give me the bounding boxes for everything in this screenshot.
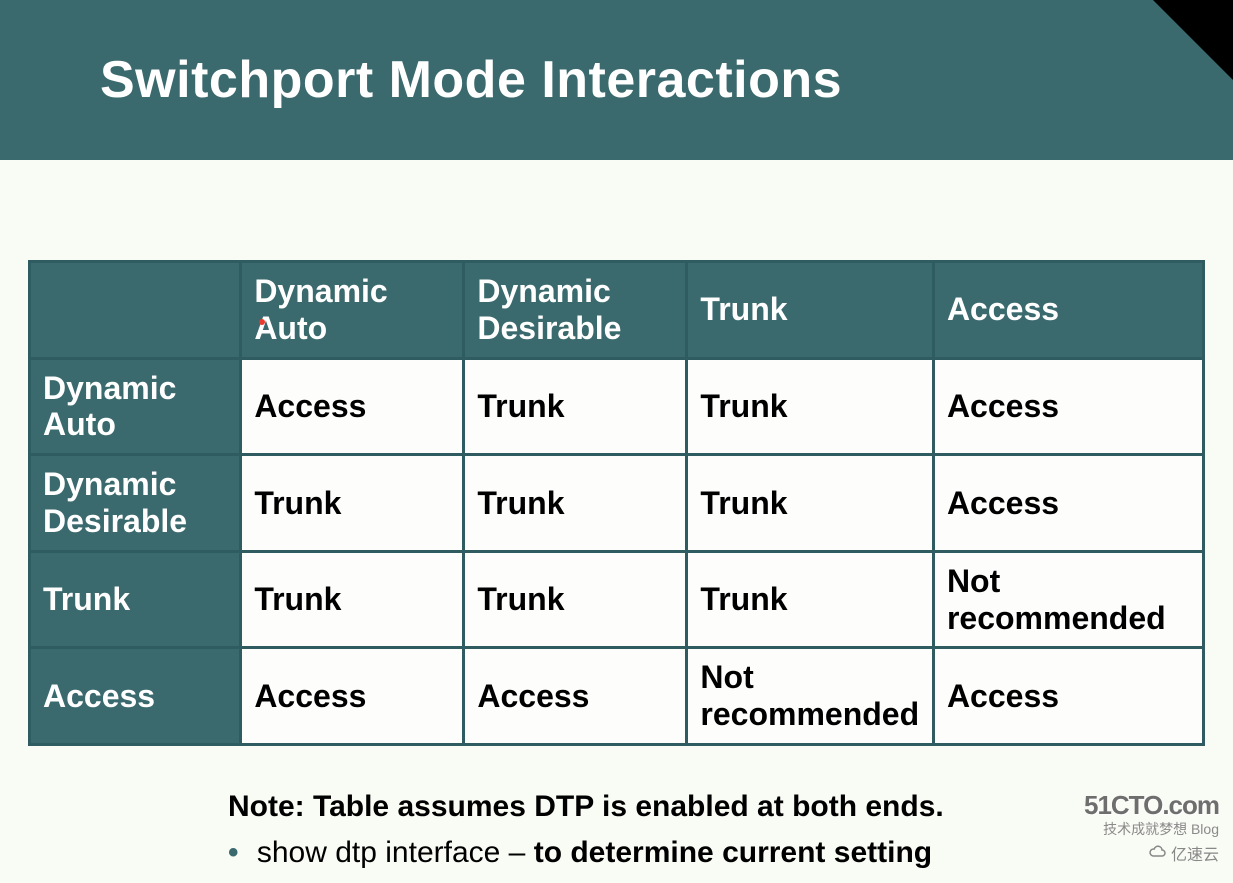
- row-header-trunk: Trunk: [30, 551, 241, 648]
- table-row: DynamicDesirableDynamic Desirable Trunk …: [30, 455, 1204, 552]
- table-header-row: Dynamic Auto DynamicAuto DynamicDesirabl…: [30, 262, 1204, 359]
- table-row: Trunk Trunk Trunk Trunk NotrecommendedNo…: [30, 551, 1204, 648]
- table-cell: Access: [241, 358, 464, 455]
- table-row: Access Access Access NotrecommendedNot r…: [30, 648, 1204, 745]
- bullet-line: • show dtp interface – to determine curr…: [228, 832, 1205, 874]
- notes-block: Note: Table assumes DTP is enabled at bo…: [228, 786, 1205, 874]
- col-header-trunk: Trunk: [687, 262, 934, 359]
- watermark-line1: 51CTO.com: [1084, 790, 1219, 821]
- table-cell: Trunk: [687, 551, 934, 648]
- col-header-access: Access: [933, 262, 1203, 359]
- table-header-blank: [30, 262, 241, 359]
- table-cell: Access: [933, 648, 1203, 745]
- table-cell: Access: [933, 455, 1203, 552]
- table-row: DynamicAutoDynamic Auto Access Trunk Tru…: [30, 358, 1204, 455]
- table-cell: Trunk: [464, 551, 687, 648]
- table-cell: NotrecommendedNot recommended: [687, 648, 934, 745]
- title-bar: Switchport Mode Interactions: [0, 0, 1233, 160]
- pointer-dot-icon: [259, 319, 265, 325]
- bullet-description: to determine current setting: [534, 836, 932, 869]
- col-header-dynamic-desirable: DynamicDesirableDynamic Desirable: [464, 262, 687, 359]
- table-cell: Trunk: [464, 455, 687, 552]
- bullet-separator: –: [500, 836, 533, 869]
- table-cell: Access: [933, 358, 1203, 455]
- table-cell: Trunk: [241, 551, 464, 648]
- watermark-line3: 亿速云: [1084, 841, 1219, 865]
- table-cell: NotrecommendedNot recommended: [933, 551, 1203, 648]
- table-cell: Access: [464, 648, 687, 745]
- cloud-icon: [1147, 844, 1167, 863]
- row-header-access: Access: [30, 648, 241, 745]
- table-cell: Trunk: [687, 358, 934, 455]
- switchport-mode-table: Dynamic Auto DynamicAuto DynamicDesirabl…: [28, 260, 1205, 746]
- table-cell: Access: [241, 648, 464, 745]
- bullet-dot-icon: •: [228, 836, 239, 869]
- note-line: Note: Table assumes DTP is enabled at bo…: [228, 786, 1205, 828]
- watermark-line2: 技术成就梦想 Blog: [1084, 819, 1219, 839]
- watermark-line3-text: 亿速云: [1171, 841, 1219, 865]
- watermark: 51CTO.com 技术成就梦想 Blog 亿速云: [1084, 790, 1219, 865]
- bullet-command: show dtp interface: [257, 836, 500, 869]
- slide-title: Switchport Mode Interactions: [100, 50, 842, 110]
- table-cell: Trunk: [241, 455, 464, 552]
- corner-triangle: [1153, 0, 1233, 80]
- row-header-dynamic-auto: DynamicAutoDynamic Auto: [30, 358, 241, 455]
- content-area: Dynamic Auto DynamicAuto DynamicDesirabl…: [0, 160, 1233, 874]
- table-cell: Trunk: [464, 358, 687, 455]
- col-header-dynamic-auto: Dynamic Auto DynamicAuto: [241, 262, 464, 359]
- row-header-dynamic-desirable: DynamicDesirableDynamic Desirable: [30, 455, 241, 552]
- table-cell: Trunk: [687, 455, 934, 552]
